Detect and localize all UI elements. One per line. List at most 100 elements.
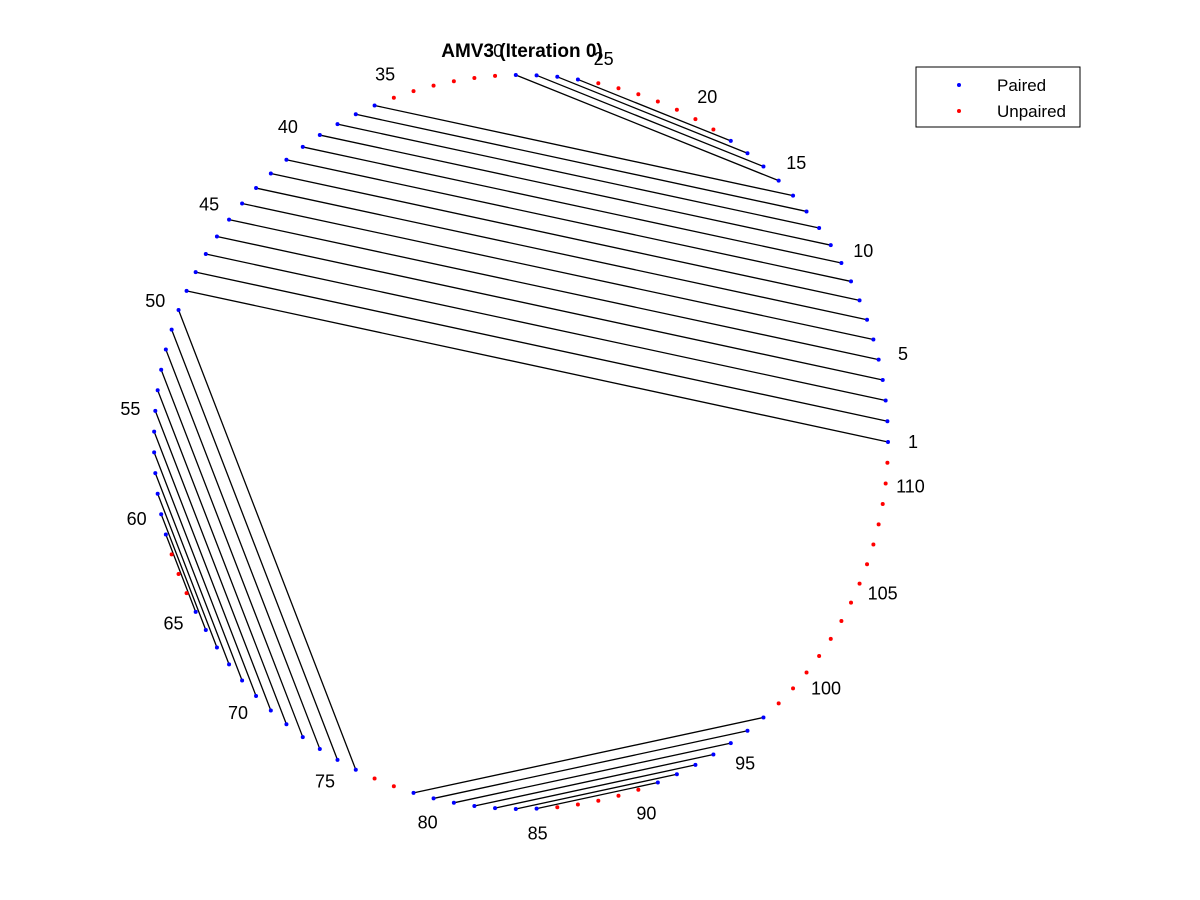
unpaired-point-31 [472, 75, 477, 80]
unpaired-point-110 [883, 481, 888, 486]
position-label-75: 75 [315, 771, 335, 791]
paired-point-51 [169, 327, 174, 332]
unpaired-point-101 [817, 654, 822, 659]
paired-point-74 [317, 746, 322, 751]
pair-link-54-72 [157, 390, 288, 725]
pair-link-83-93 [494, 764, 696, 809]
position-label-30: 30 [483, 41, 503, 61]
paired-point-39 [317, 133, 322, 138]
paired-point-84 [513, 806, 518, 811]
pair-link-18-26 [577, 78, 732, 142]
pair-link-80-96 [433, 730, 748, 800]
pair-link-53-73 [160, 369, 304, 738]
paired-point-79 [411, 790, 416, 795]
position-label-15: 15 [786, 153, 806, 173]
paired-point-16 [761, 164, 766, 169]
unpaired-point-78 [391, 784, 396, 789]
paired-point-52 [163, 347, 168, 352]
pair-link-7-43 [255, 187, 868, 321]
unpaired-point-34 [411, 89, 416, 94]
paired-point-71 [268, 708, 273, 713]
paired-point-83 [493, 806, 498, 811]
paired-point-95 [728, 741, 733, 746]
position-label-1: 1 [908, 432, 918, 452]
pair-link-56-70 [153, 431, 257, 697]
paired-point-2 [885, 419, 890, 424]
legend-label-unpaired: Unpaired [997, 102, 1066, 121]
paired-point-92 [674, 772, 679, 777]
position-label-35: 35 [375, 64, 395, 84]
position-label-80: 80 [418, 813, 438, 833]
pair-link-51-75 [171, 329, 339, 761]
unpaired-point-22 [655, 99, 660, 104]
paired-point-18 [728, 138, 733, 143]
unpaired-point-77 [372, 776, 377, 781]
paired-point-85 [534, 806, 539, 811]
pair-link-50-76 [177, 309, 357, 770]
paired-point-37 [353, 112, 358, 117]
unpaired-point-102 [828, 636, 833, 641]
position-label-95: 95 [735, 754, 755, 774]
position-label-10: 10 [853, 241, 873, 261]
unpaired-point-89 [616, 793, 621, 798]
position-labels: 1510152025303540455055606570758085909510… [120, 41, 924, 844]
pair-link-9-41 [286, 159, 852, 283]
paired-point-93 [693, 762, 698, 767]
pair-link-5-45 [228, 218, 879, 361]
position-label-85: 85 [528, 824, 548, 844]
position-label-100: 100 [811, 678, 841, 698]
pair-link-84-92 [515, 773, 678, 810]
paired-point-4 [880, 377, 885, 382]
paired-point-1 [886, 440, 890, 444]
paired-point-94 [711, 752, 716, 757]
position-label-50: 50 [145, 291, 165, 311]
unpaired-point-100 [804, 670, 809, 675]
paired-point-27 [555, 74, 560, 79]
paired-point-76 [353, 767, 358, 772]
unpaired-point-90 [636, 787, 641, 792]
paired-point-57 [152, 450, 157, 455]
paired-point-5 [876, 357, 881, 362]
pair-link-79-97 [413, 716, 764, 794]
paired-point-72 [284, 722, 289, 727]
pair-link-15-29 [515, 74, 779, 182]
paired-point-58 [153, 471, 158, 476]
paired-point-45 [227, 217, 232, 222]
pair-link-52-74 [165, 349, 321, 750]
paired-point-3 [883, 398, 888, 403]
paired-point-69 [240, 678, 245, 683]
position-label-90: 90 [636, 803, 656, 823]
pair-link-81-95 [453, 742, 731, 804]
unpaired-point-24 [616, 86, 621, 91]
paired-point-50 [176, 307, 181, 312]
paired-point-41 [284, 157, 289, 162]
paired-point-55 [153, 408, 158, 413]
pair-link-13-37 [355, 113, 807, 213]
paired-point-44 [240, 201, 245, 206]
pair-link-4-46 [216, 235, 883, 381]
position-label-70: 70 [228, 703, 248, 723]
paired-point-70 [254, 693, 259, 698]
paired-point-38 [335, 122, 340, 127]
position-points [152, 73, 890, 811]
position-label-40: 40 [278, 117, 298, 137]
paired-point-17 [745, 151, 750, 156]
legend-marker-unpaired [957, 109, 961, 113]
paired-point-66 [203, 627, 208, 632]
pair-link-61-65 [165, 534, 197, 613]
pair-link-11-39 [319, 134, 831, 246]
legend-marker-paired [957, 83, 961, 87]
paired-point-48 [193, 270, 198, 275]
paired-point-29 [513, 73, 518, 78]
pair-link-10-40 [302, 146, 842, 264]
paired-point-42 [268, 171, 273, 176]
unpaired-point-103 [839, 618, 844, 623]
paired-point-40 [300, 144, 305, 149]
position-label-60: 60 [127, 509, 147, 529]
pair-link-14-36 [374, 104, 794, 197]
paired-point-97 [761, 715, 766, 720]
paired-point-15 [776, 178, 781, 183]
paired-point-6 [871, 337, 876, 342]
unpaired-point-107 [871, 542, 876, 547]
paired-point-47 [203, 252, 208, 257]
